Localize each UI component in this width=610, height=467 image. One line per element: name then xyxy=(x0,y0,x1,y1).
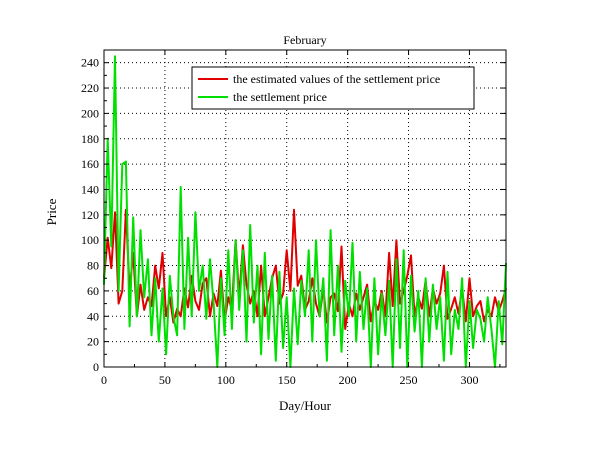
y-tick-label: 0 xyxy=(93,360,99,374)
x-tick-label: 100 xyxy=(217,373,235,387)
x-tick-label: 250 xyxy=(400,373,418,387)
chart-title: February xyxy=(283,33,326,47)
x-tick-label: 0 xyxy=(101,373,107,387)
y-tick-label: 240 xyxy=(81,56,99,70)
x-tick-label: 300 xyxy=(460,373,478,387)
y-tick-label: 160 xyxy=(81,157,99,171)
series-layer xyxy=(103,55,507,368)
y-tick-label: 60 xyxy=(87,284,99,298)
y-tick-label: 20 xyxy=(87,335,99,349)
y-tick-label: 200 xyxy=(81,106,99,120)
y-tick-label: 40 xyxy=(87,309,99,323)
x-tick-label: 50 xyxy=(159,373,171,387)
legend-box xyxy=(191,66,475,110)
series-line-settlement xyxy=(103,55,507,368)
x-tick-label: 200 xyxy=(339,373,357,387)
legend: the estimated values of the settlement p… xyxy=(191,66,475,110)
y-tick-label: 120 xyxy=(81,208,99,222)
y-tick-label: 180 xyxy=(81,132,99,146)
legend-label-estimated: the estimated values of the settlement p… xyxy=(233,72,440,86)
y-tick-label: 220 xyxy=(81,81,99,95)
y-tick-label: 140 xyxy=(81,182,99,196)
y-tick-label: 80 xyxy=(87,259,99,273)
legend-label-settlement: the settlement price xyxy=(233,90,327,104)
y-axis-label: Price xyxy=(44,198,59,225)
x-axis-label: Day/Hour xyxy=(279,398,332,413)
plot-frame xyxy=(103,49,507,368)
x-tick-label: 150 xyxy=(278,373,296,387)
y-tick-label: 100 xyxy=(81,233,99,247)
axis-ticks: 0 20 40 60 80 100 120 140 160 180 200 220 240 0 50 100 1… xyxy=(81,50,506,387)
